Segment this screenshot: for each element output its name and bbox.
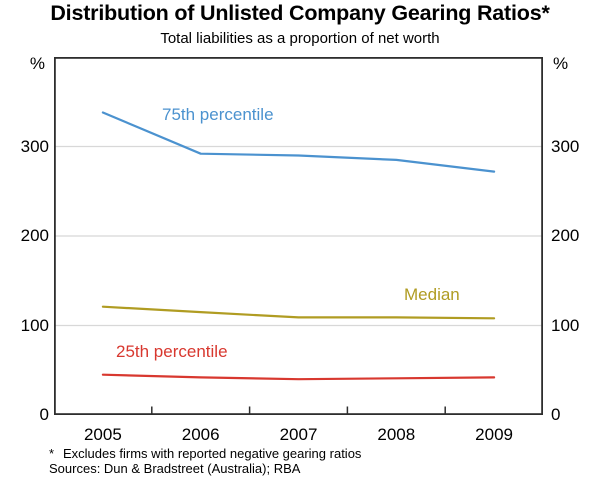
page-title: Distribution of Unlisted Company Gearing…	[50, 1, 550, 25]
y-axis-label-left: 0	[39, 405, 49, 424]
y-axis-label-right: 0	[551, 405, 561, 424]
series-line-75th-percentile	[101, 111, 496, 173]
series-label-75th-percentile: 75th percentile	[162, 105, 274, 124]
x-axis-label: 2009	[475, 425, 513, 444]
footnote-text: Excludes firms with reported negative ge…	[63, 446, 362, 461]
y-axis-label-right: 200	[551, 226, 580, 245]
y-axis-label-right: 300	[551, 136, 580, 156]
plot-svg	[54, 57, 543, 415]
series-label-median: Median	[404, 285, 460, 304]
series-label-25th-percentile: 25th percentile	[116, 342, 228, 361]
y-axis-label-left: 300	[20, 136, 49, 156]
series-line-median	[101, 305, 496, 320]
y-axis-unit-left: %	[29, 54, 45, 73]
footnote-sources: Sources: Dun & Bradstreet (Australia); R…	[49, 461, 301, 476]
x-axis-label: 2008	[377, 425, 416, 444]
y-axis-label-left: 100	[20, 315, 49, 335]
x-axis-label: 2006	[181, 425, 220, 444]
y-axis-label-left: 200	[20, 226, 49, 245]
series-line-25th-percentile	[101, 373, 496, 381]
x-axis-label: 2005	[83, 425, 122, 444]
footnote: * Excludes firms with reported negative g…	[49, 446, 361, 461]
axis-frame	[54, 57, 543, 415]
y-axis-unit-right: %	[553, 54, 569, 73]
y-axis-label-right: 100	[551, 315, 580, 335]
chart-subtitle: Total liabilities as a proportion of net…	[160, 30, 440, 47]
footnote-marker: *	[49, 446, 55, 461]
x-axis-label: 2007	[279, 425, 318, 444]
